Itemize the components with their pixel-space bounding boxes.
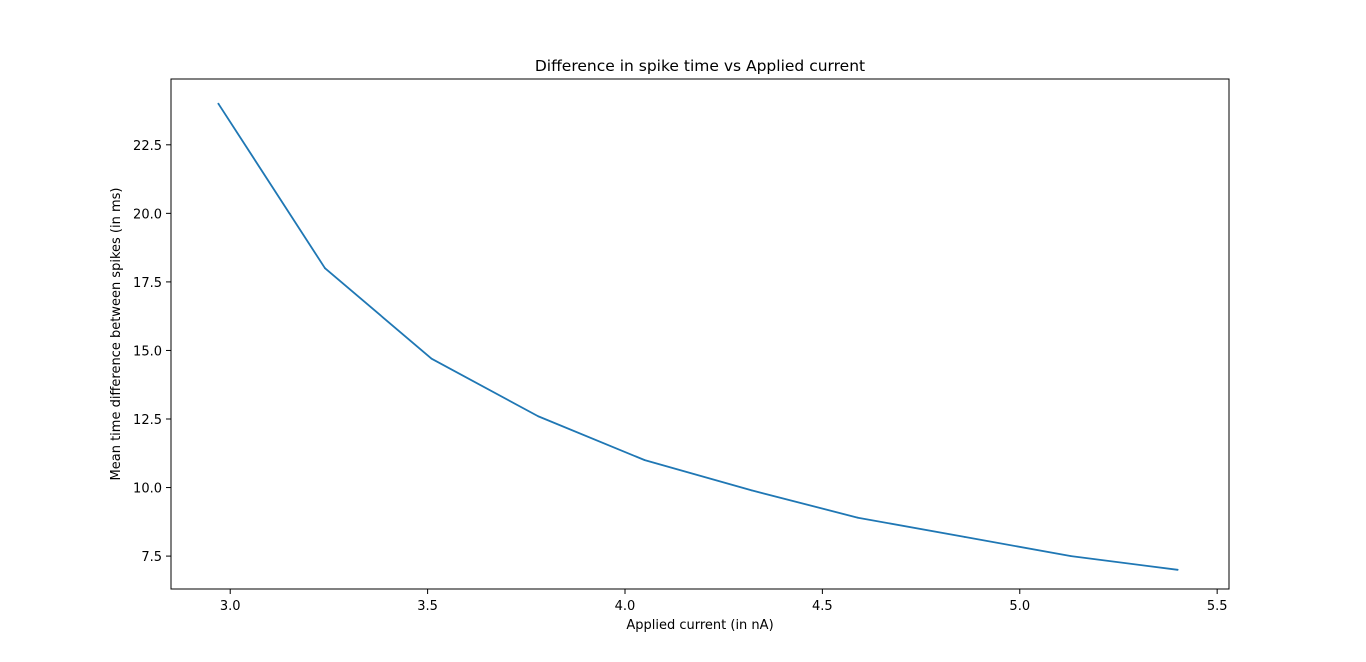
x-tick-label: 4.0 (615, 599, 636, 614)
axes-frame (170, 78, 1230, 590)
x-tick-label: 5.0 (1009, 599, 1030, 614)
x-tick-label: 5.5 (1207, 599, 1228, 614)
y-tick-label: 17.5 (133, 276, 162, 291)
y-axis-label: Mean time difference between spikes (in … (109, 188, 124, 481)
data-point (324, 267, 326, 270)
data-point (750, 489, 753, 492)
data-point (430, 357, 433, 360)
data-point (643, 459, 646, 462)
chart-title: Difference in spike time vs Applied curr… (535, 57, 865, 75)
data-point (217, 102, 220, 105)
y-axis-ticks: 7.5 10.0 12.5 15.0 17.5 20.0 22.5 (133, 139, 171, 565)
data-point (963, 536, 966, 538)
y-tick-label: 15.0 (133, 344, 162, 359)
x-axis-ticks: 3.0 3.5 4.0 4.5 5.0 5.5 (220, 589, 1228, 614)
data-point (537, 415, 540, 418)
y-tick-label: 10.0 (133, 482, 162, 497)
x-tick-label: 4.5 (812, 599, 833, 614)
y-tick-label: 12.5 (133, 413, 162, 428)
plot-area (170, 78, 1230, 590)
y-tick-label: 20.0 (133, 207, 162, 222)
data-series-line (217, 103, 1178, 571)
x-tick-label: 3.5 (417, 599, 438, 614)
data-point (1176, 568, 1179, 571)
x-tick-label: 3.0 (220, 599, 241, 614)
y-tick-label: 22.5 (133, 139, 162, 154)
x-axis-label: Applied current (in nA) (626, 618, 773, 633)
data-point (1070, 555, 1072, 557)
data-point (857, 516, 859, 519)
y-tick-label: 7.5 (141, 550, 162, 565)
